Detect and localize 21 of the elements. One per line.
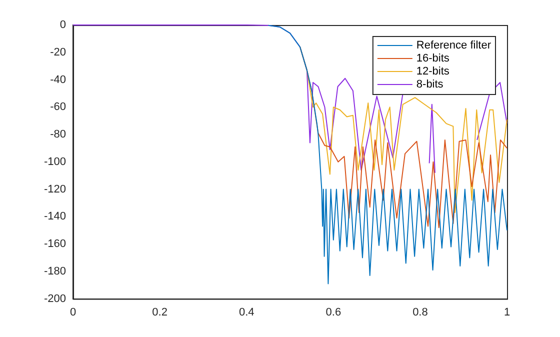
legend-label: 16-bits [416,52,450,65]
y-tick-label: -100 [44,156,66,168]
y-tick-label: -140 [44,210,66,223]
legend-label: 8-bits [416,78,444,91]
y-tick-label: -120 [44,183,66,196]
legend-label: Reference filter [416,40,492,52]
x-tick-label: 0 [70,306,76,318]
y-tick-label: -40 [50,74,66,86]
y-tick-label: 0 [60,19,66,32]
legend-label: 12-bits [416,66,450,78]
x-tick-label: 0.2 [152,306,168,318]
x-tick-label: 1 [504,306,510,318]
y-tick-label: -60 [50,101,66,114]
y-tick-label: -80 [50,128,66,141]
x-tick-label: 0.6 [326,306,342,318]
x-tick-label: 0.4 [238,306,254,318]
y-tick-label: -200 [44,292,66,305]
y-tick-label: -20 [50,46,66,58]
y-tick-label: -160 [44,238,66,250]
y-tick-label: -180 [44,265,66,278]
x-tick-label: 0.8 [412,306,428,318]
